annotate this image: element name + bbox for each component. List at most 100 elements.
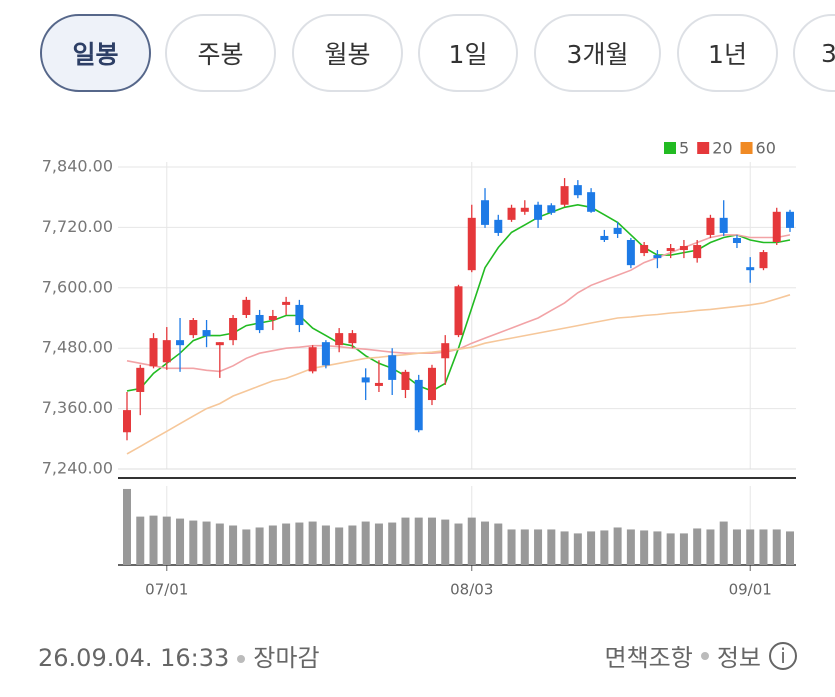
candle-body (534, 204, 543, 220)
volume-bar (732, 529, 741, 565)
candle-body (786, 211, 794, 228)
candle-body (772, 211, 781, 242)
ma-line (126, 294, 791, 455)
candle-body (282, 301, 291, 305)
volume-bar (640, 530, 649, 565)
volume-bar (666, 533, 675, 565)
tab[interactable]: 1일 (418, 14, 518, 92)
tab[interactable]: 1년 (677, 14, 778, 92)
x-tick-label: 07/01 (145, 581, 188, 599)
volume-bar (268, 525, 277, 565)
candle-body (626, 239, 635, 266)
volume-bar (587, 531, 596, 565)
candle-body (600, 235, 609, 240)
volume-bar (136, 516, 145, 565)
candle-body (229, 318, 238, 341)
y-tick-label: 7,360.00 (42, 398, 113, 417)
volume-bar (348, 525, 357, 565)
candle-body (401, 371, 410, 390)
candle-body (176, 340, 185, 346)
volume-bar (229, 525, 238, 565)
timestamp: 26.09.04. 16:33 (38, 644, 230, 672)
volume-bar (560, 531, 569, 565)
x-tick-label: 08/03 (450, 581, 493, 599)
volume-bar (295, 522, 304, 565)
candle-body (427, 367, 436, 401)
candle-body (653, 255, 662, 259)
volume-bar (600, 530, 609, 565)
separator (700, 651, 709, 660)
volume-bar (282, 523, 291, 565)
candle-body (759, 252, 768, 269)
volume-bar (693, 528, 702, 565)
period-tabs: 일봉 주봉 월봉 1일 3개월 1년 3 (40, 14, 835, 96)
info-link[interactable]: 정보 (716, 644, 761, 672)
candle-body (321, 342, 330, 366)
candle-body (706, 217, 715, 235)
volume-bar (321, 525, 330, 565)
legend-label: 20 (712, 139, 732, 158)
volume-bar (613, 527, 622, 565)
tab[interactable]: 주봉 (165, 14, 276, 92)
candle-body (507, 207, 516, 220)
tab[interactable]: 월봉 (292, 14, 403, 92)
candle-body (573, 185, 582, 196)
candle-body (308, 347, 317, 372)
volume-bar (454, 523, 463, 565)
candle-body (693, 245, 702, 259)
volume-bar (215, 523, 224, 565)
candle-body (494, 219, 503, 233)
info-icon[interactable]: i (769, 641, 797, 670)
candle-body (189, 320, 198, 336)
candle-body (441, 343, 450, 359)
y-tick-label: 7,840.00 (42, 157, 113, 176)
candle-body (348, 333, 357, 344)
candle-body (732, 237, 741, 244)
footer-right: 면책조항 정보 i (604, 638, 797, 673)
candle-body (467, 217, 476, 271)
volume-bar (388, 522, 397, 565)
volume-bar (401, 517, 410, 565)
disclaimer-link[interactable]: 면책조항 (604, 644, 693, 672)
volume-bar (441, 519, 450, 565)
candle-body (268, 315, 277, 321)
volume-bar (176, 518, 185, 565)
candle-body (361, 377, 370, 383)
candle-body (335, 333, 344, 346)
volume-bar (719, 521, 728, 565)
volume-bar (123, 488, 131, 565)
legend-swatch (740, 142, 753, 154)
volume-bar (494, 523, 503, 565)
x-tick-label: 09/01 (729, 581, 772, 599)
volume-bar (467, 517, 476, 565)
volume-bar (573, 533, 582, 565)
candle-body (136, 367, 145, 392)
y-tick-label: 7,480.00 (42, 338, 113, 357)
candle-body (162, 340, 171, 363)
candle-body (613, 227, 622, 234)
candle-body (202, 330, 211, 337)
volume-bar (414, 517, 423, 565)
candle-body (374, 382, 383, 386)
volume-bar (162, 516, 171, 565)
tab[interactable]: 일봉 (40, 14, 151, 92)
volume-bar (653, 531, 662, 565)
ma-line (126, 203, 791, 392)
legend-swatch (697, 142, 710, 154)
volume-bar (481, 521, 490, 565)
volume-bar (189, 520, 198, 565)
volume-bar (242, 529, 251, 565)
legend-label: 5 (679, 139, 689, 158)
legend-swatch (664, 142, 676, 154)
y-tick-label: 7,240.00 (42, 459, 113, 478)
candle-body (388, 355, 397, 380)
volume-bar (626, 529, 635, 565)
volume-bar (374, 523, 383, 565)
tab[interactable]: 3개월 (534, 14, 661, 92)
y-tick-label: 7,600.00 (42, 277, 113, 296)
volume-bar (706, 529, 715, 565)
candle-body (414, 379, 423, 431)
candle-body (719, 217, 728, 233)
candle-body (242, 299, 251, 315)
legend-label: 60 (756, 139, 776, 158)
